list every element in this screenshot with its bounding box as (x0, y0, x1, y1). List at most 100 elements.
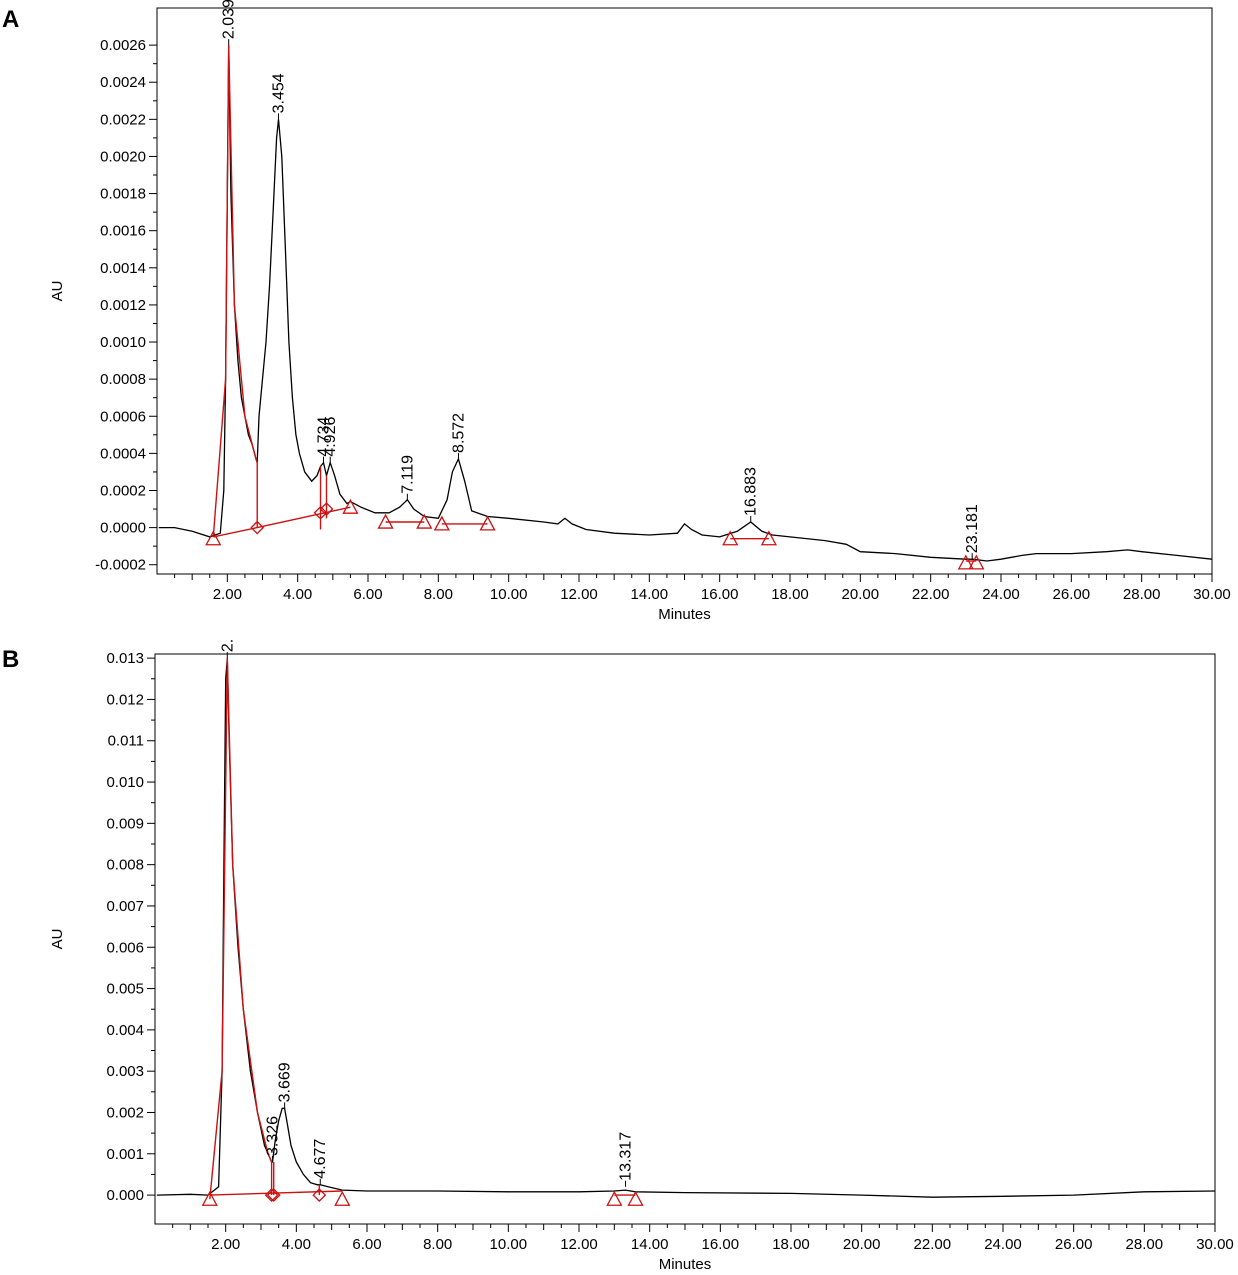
x-tick-label: 24.00 (982, 586, 1020, 603)
y-axis-label: AU (49, 281, 66, 302)
peak-label: 2.046 (219, 640, 236, 652)
baseline-triangle-marker (606, 1190, 623, 1206)
y-tick-label: 0.011 (108, 733, 144, 750)
chromatogram-trace (158, 45, 1213, 562)
x-tick-label: 18.00 (771, 586, 809, 603)
baseline-triangle-marker (957, 554, 974, 570)
peak-label: 23.181 (964, 504, 981, 553)
peak-label: 8.572 (450, 413, 467, 453)
x-tick-label: 12.00 (560, 586, 598, 603)
peak-label: 13.317 (618, 1132, 635, 1181)
peak-label: 3.669 (277, 1062, 294, 1102)
integration-segment (209, 658, 273, 1200)
y-tick-label: 0.009 (106, 815, 144, 832)
peak-label: 3.326 (265, 1116, 282, 1156)
peak-label: 4.734 (315, 417, 332, 457)
x-tick-label: 30.00 (1196, 1236, 1234, 1253)
x-tick-label: 6.00 (353, 586, 382, 603)
x-tick-label: 14.00 (631, 586, 669, 603)
y-tick-label: 0.010 (106, 774, 144, 791)
panel-label-b: B (2, 646, 20, 673)
y-tick-label: 0.006 (106, 939, 144, 956)
panel-label-a: A (2, 6, 20, 33)
y-tick-label: 0.005 (106, 981, 144, 998)
x-axis-label: Minutes (658, 606, 711, 623)
chromatogram-trace (156, 658, 1216, 1198)
baseline-triangle-marker (968, 554, 985, 570)
y-tick-label: 0.0006 (100, 408, 146, 425)
drop-diamond-marker (313, 505, 328, 520)
y-tick-label: 0.003 (106, 1063, 144, 1080)
y-tick-label: 0.0016 (100, 223, 146, 240)
y-tick-label: 0.0010 (100, 334, 146, 351)
integration-segment (213, 526, 258, 538)
x-tick-label: 22.00 (912, 586, 950, 603)
baseline-triangle-marker (377, 513, 394, 529)
baseline-triangle-marker (760, 530, 777, 546)
y-tick-label: 0.007 (106, 898, 144, 915)
chromatogram-panel-a: A 0.0026 0.0024 0.0022 0.0020 0.0018 0.0016 0.… (2, 0, 1231, 623)
y-tick-label: 0.000 (106, 1187, 144, 1204)
peak-label: 4.677 (312, 1139, 329, 1179)
y-tick-label: 0.0000 (100, 520, 146, 537)
y-tick-label: 0.013 (106, 650, 144, 667)
y-tick-label: 0.001 (106, 1146, 144, 1163)
x-tick-label: 18.00 (772, 1236, 810, 1253)
baseline-triangle-marker (479, 515, 496, 531)
x-tick-label: 14.00 (631, 1236, 669, 1253)
x-tick-label: 28.00 (1123, 586, 1161, 603)
x-tick-label: 26.00 (1053, 586, 1091, 603)
plot-frame (156, 7, 1213, 575)
baseline-triangle-marker (201, 1190, 218, 1206)
x-tick-label: 2.00 (211, 1236, 240, 1253)
baseline-triangle-marker (433, 515, 450, 531)
plot-frame (154, 653, 1216, 1225)
baseline-triangle-marker (627, 1190, 644, 1206)
peak-label: 4.926 (322, 417, 339, 457)
peak-label: 2.039 (221, 0, 238, 39)
y-tick-label: 0.0020 (100, 148, 146, 165)
baseline-triangle-marker (342, 498, 359, 514)
x-tick-label: 30.00 (1193, 586, 1231, 603)
x-tick-label: 8.00 (424, 586, 453, 603)
integration-segment (212, 45, 258, 537)
drop-diamond-marker (264, 1188, 279, 1203)
x-tick-label: 16.00 (701, 586, 739, 603)
y-tick-label: 0.008 (106, 857, 144, 874)
y-tick-label: 0.0004 (100, 445, 146, 462)
drop-diamond-marker (266, 1188, 281, 1203)
y-tick-label: 0.0018 (100, 186, 146, 203)
y-axis-label: AU (49, 929, 66, 950)
y-tick-label: 0.002 (106, 1104, 144, 1121)
y-tick-label: 0.012 (106, 691, 144, 708)
drop-diamond-marker (250, 520, 265, 535)
x-tick-label: 28.00 (1126, 1236, 1164, 1253)
y-tick-label: 0.004 (106, 1022, 144, 1039)
peak-label: 16.883 (743, 467, 760, 516)
y-tick-label: 0.0012 (100, 297, 146, 314)
x-tick-label: 8.00 (423, 1236, 452, 1253)
chromatogram-b-svg: 0.013 0.012 0.011 0.010 0.009 0.008 0.007 0.006… (49, 640, 1234, 1273)
x-tick-label: 26.00 (1055, 1236, 1093, 1253)
baseline-triangle-marker (416, 513, 433, 529)
drop-diamond-marker (319, 502, 334, 516)
chromatogram-panel-b: B 0.013 0.012 0.011 0.010 0.009 0.008 0.007 0.0… (0, 640, 1238, 1275)
x-tick-label: 16.00 (702, 1236, 740, 1253)
x-axis-label: Minutes (659, 1256, 712, 1273)
x-tick-label: 20.00 (842, 586, 880, 603)
y-tick-label: 0.0008 (100, 371, 146, 388)
y-tick-label: 0.0002 (100, 482, 146, 499)
baseline-triangle-marker (205, 530, 222, 546)
drop-diamond-marker (312, 1188, 327, 1203)
x-tick-label: 22.00 (914, 1236, 952, 1253)
baseline-triangle-marker (334, 1190, 351, 1206)
x-tick-label: 6.00 (352, 1236, 381, 1253)
chromatogram-a-svg: 0.0026 0.0024 0.0022 0.0020 0.0018 0.0016 0.00… (49, 0, 1231, 623)
y-tick-label: 0.0014 (100, 260, 146, 277)
x-tick-label: 10.00 (490, 1236, 528, 1253)
y-tick-label: -0.0002 (95, 557, 146, 574)
y-tick-label: 0.0026 (100, 37, 146, 54)
x-tick-label: 12.00 (560, 1236, 598, 1253)
baseline-triangle-marker (722, 530, 739, 546)
peak-label: 3.454 (270, 73, 287, 113)
